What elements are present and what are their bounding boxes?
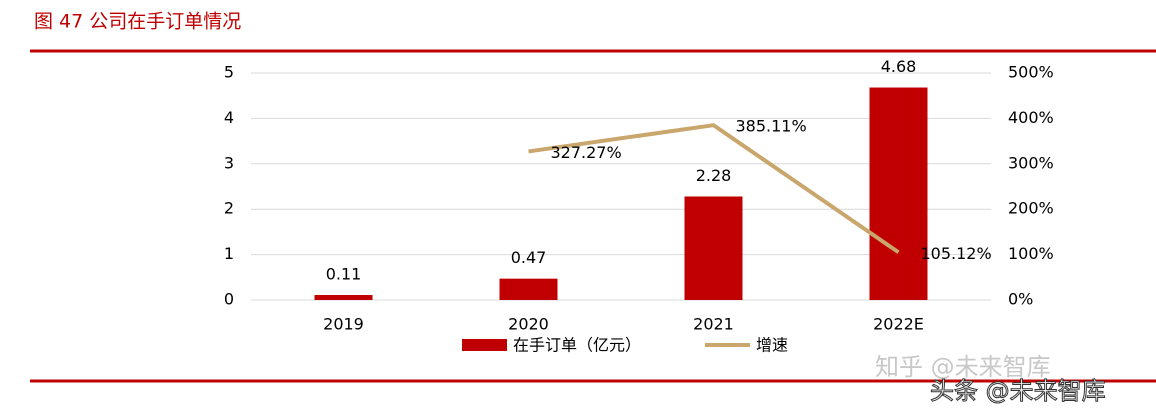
bar xyxy=(869,87,928,300)
line-value-label: 385.11% xyxy=(736,117,807,136)
y-tick-label: 0 xyxy=(224,290,234,309)
bar-value-label: 2.28 xyxy=(696,166,732,185)
bar-value-label: 4.68 xyxy=(881,57,917,76)
y-tick-label: 2 xyxy=(224,199,234,218)
bar xyxy=(684,196,743,300)
x-tick-label: 2020 xyxy=(508,315,549,334)
x-tick-label: 2019 xyxy=(323,315,364,334)
legend-label: 在手订单（亿元） xyxy=(513,336,641,355)
y-tick-label: 5 xyxy=(224,63,234,82)
legend-swatch xyxy=(462,339,507,351)
x-tick-label: 2021 xyxy=(693,315,734,334)
y2-tick-label: 100% xyxy=(1008,244,1054,263)
x-tick-label: 2022E xyxy=(873,315,924,334)
y-tick-label: 4 xyxy=(224,108,234,127)
y2-tick-label: 0% xyxy=(1008,290,1033,309)
bar-value-label: 0.47 xyxy=(511,248,547,267)
legend-label: 增速 xyxy=(756,336,788,355)
watermark: 知乎 @未来智库 xyxy=(875,353,1051,381)
y-tick-label: 3 xyxy=(224,153,234,172)
line-value-label: 327.27% xyxy=(551,143,622,162)
line xyxy=(528,123,900,254)
bar xyxy=(314,295,373,300)
bar xyxy=(499,278,558,300)
bar-value-label: 0.11 xyxy=(326,265,362,284)
y2-tick-label: 300% xyxy=(1008,153,1054,172)
y2-tick-label: 400% xyxy=(1008,108,1054,127)
watermark: 头条 @未来智库 xyxy=(930,377,1106,405)
y-tick-label: 1 xyxy=(224,244,234,263)
line-value-label: 105.12% xyxy=(921,244,992,263)
y2-tick-label: 200% xyxy=(1008,199,1054,218)
chart-title: 图 47 公司在手订单情况 xyxy=(34,11,241,33)
y2-tick-label: 500% xyxy=(1008,63,1054,82)
